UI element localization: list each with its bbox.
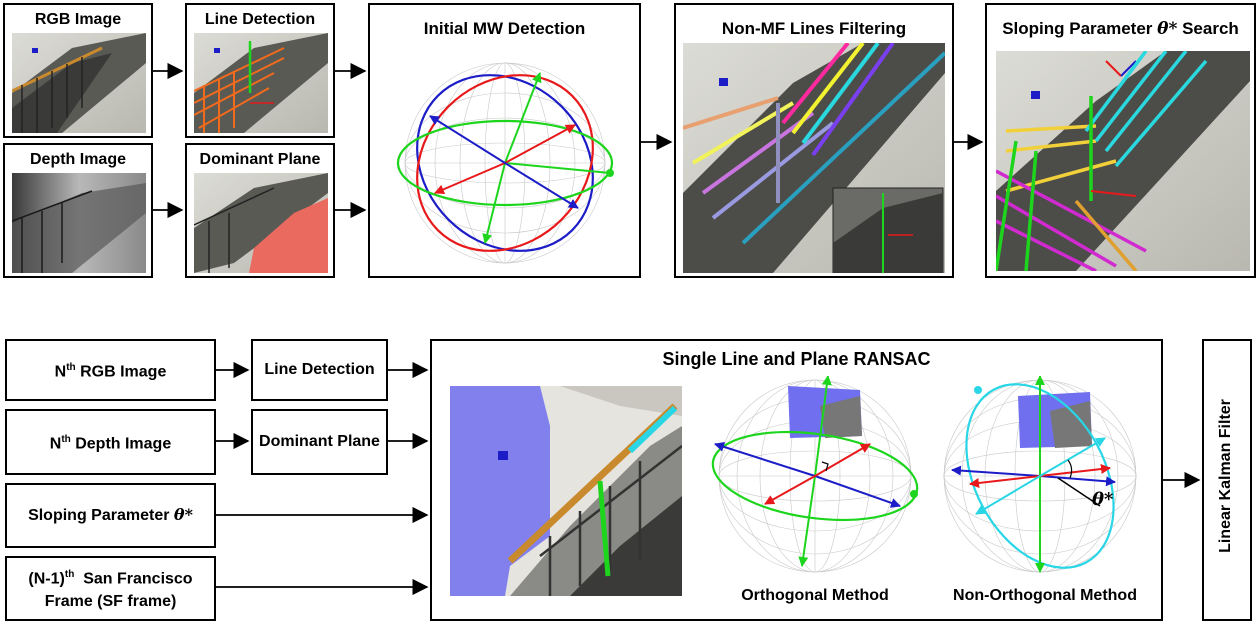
top-line-detection-title: Line Detection bbox=[204, 11, 316, 28]
initial-mw-sphere bbox=[390, 53, 620, 273]
depth-image-box: Depth Image bbox=[3, 143, 153, 278]
sloping-search-title: Sloping Parameter θ* Search bbox=[987, 19, 1254, 39]
bottom-dominant-plane-box: Dominant Plane bbox=[251, 409, 388, 475]
initial-mw-title: Initial MW Detection bbox=[423, 19, 586, 38]
bottom-line-detection-label: Line Detection bbox=[264, 361, 375, 378]
ransac-photo bbox=[450, 386, 682, 596]
non-mf-title: Non-MF Lines Filtering bbox=[721, 19, 907, 38]
sloping-search-prefix: Sloping Parameter bbox=[1002, 19, 1158, 38]
depth-image-title: Depth Image bbox=[29, 151, 126, 168]
nth-depth-image-label: Nth Depth Image bbox=[49, 433, 172, 453]
sloping-search-suffix: Search bbox=[1177, 19, 1239, 38]
bottom-line-detection-box: Line Detection bbox=[251, 339, 388, 401]
nth-rgb-image-label: Nth RGB Image bbox=[54, 361, 167, 381]
rgb-image-box: RGB Image bbox=[3, 3, 153, 138]
sloping-parameter-box: Sloping Parameter θ* bbox=[5, 483, 216, 548]
nth-rgb-image-box: Nth RGB Image bbox=[5, 339, 216, 401]
rgb-image-title: RGB Image bbox=[34, 11, 122, 28]
sloping-parameter-label: Sloping Parameter θ* bbox=[28, 505, 193, 524]
initial-mw-box: Initial MW Detection bbox=[368, 3, 641, 278]
non-orthogonal-method-label: Non-Orthogonal Method bbox=[953, 587, 1137, 604]
non-mf-box: Non-MF Lines Filtering bbox=[674, 3, 954, 278]
top-line-detection-box: Line Detection bbox=[185, 3, 335, 138]
kalman-filter-label: Linear Kalman Filter bbox=[1217, 399, 1234, 553]
bottom-dominant-plane-label: Dominant Plane bbox=[259, 433, 380, 450]
depth-image-photo bbox=[12, 173, 146, 273]
sf-frame-box: (N-1)th San Francisco Frame (SF frame) bbox=[5, 556, 216, 621]
non-orthogonal-sphere bbox=[940, 376, 1150, 576]
top-dominant-plane-title: Dominant Plane bbox=[199, 151, 321, 168]
kalman-filter-box bbox=[1202, 339, 1252, 621]
non-mf-photo bbox=[683, 43, 945, 273]
sf-frame-label: (N-1)th San Francisco Frame (SF frame) bbox=[28, 569, 193, 610]
orthogonal-sphere bbox=[710, 376, 920, 576]
theta-label: θ* bbox=[1092, 489, 1114, 510]
line-detection-photo bbox=[194, 33, 328, 133]
top-dominant-plane-box: Dominant Plane bbox=[185, 143, 335, 278]
sloping-search-theta: θ* bbox=[1157, 19, 1178, 39]
sloping-search-photo bbox=[996, 51, 1250, 271]
rgb-image-photo bbox=[12, 33, 146, 133]
sloping-search-box: Sloping Parameter θ* Search bbox=[985, 3, 1256, 278]
orthogonal-method-label: Orthogonal Method bbox=[741, 587, 889, 604]
ransac-box: Single Line and Plane RANSAC bbox=[430, 339, 1163, 621]
ransac-title: Single Line and Plane RANSAC bbox=[662, 349, 931, 369]
dominant-plane-photo bbox=[194, 173, 328, 273]
nth-depth-image-box: Nth Depth Image bbox=[5, 409, 216, 475]
